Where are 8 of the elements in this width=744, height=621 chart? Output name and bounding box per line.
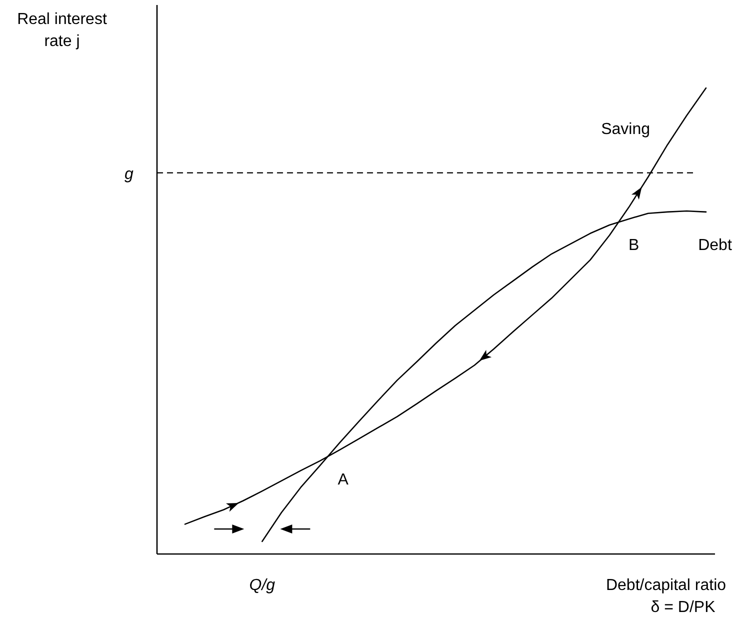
text: Q/g [249, 577, 276, 594]
ref-line-label: g [124, 166, 134, 183]
y-axis-title: Real interest rate j [17, 11, 108, 50]
annotation: B [628, 237, 640, 254]
series-label: Saving [601, 121, 650, 138]
x-axis-title: Debt/capital ratio δ = D/PK [606, 577, 726, 616]
annotation: A [338, 472, 349, 489]
series-label: Debt [698, 236, 732, 254]
